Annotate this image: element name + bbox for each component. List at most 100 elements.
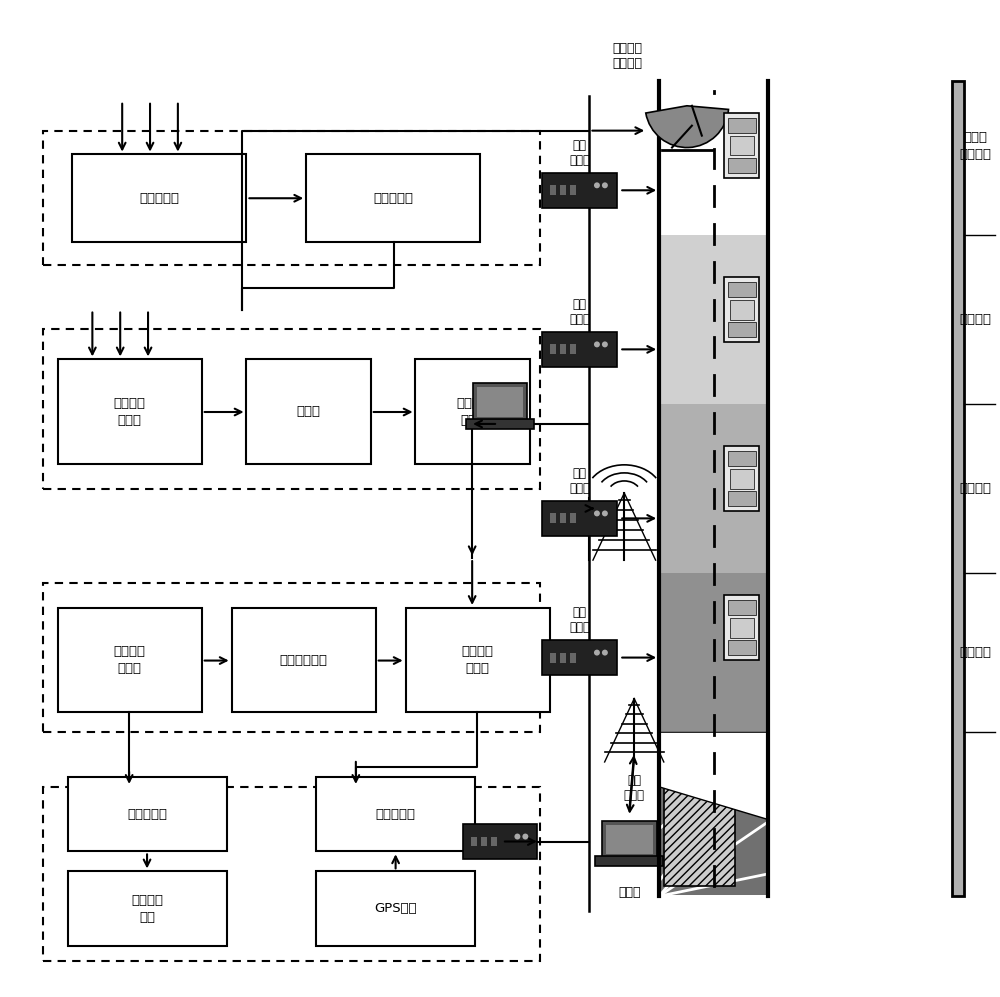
Bar	[43, 787, 540, 961]
Bar	[659, 732, 768, 896]
Text: 中央
控制器: 中央 控制器	[624, 774, 645, 802]
Wedge shape	[646, 106, 729, 148]
Bar	[550, 344, 556, 354]
Text: 交通流量
监测雷达: 交通流量 监测雷达	[612, 42, 642, 70]
Bar	[316, 871, 475, 946]
Bar	[560, 513, 566, 523]
Bar	[606, 825, 653, 854]
Bar	[477, 387, 523, 417]
Text: 第一信号
接收器: 第一信号 接收器	[114, 397, 146, 427]
Bar	[724, 277, 759, 342]
Bar	[952, 81, 964, 896]
Text: 车载接收器: 车载接收器	[127, 808, 167, 821]
Bar	[595, 856, 663, 866]
Circle shape	[602, 510, 608, 516]
Bar	[570, 653, 576, 663]
Bar	[550, 653, 556, 663]
Circle shape	[602, 650, 608, 656]
Text: 控制台: 控制台	[618, 886, 640, 899]
Text: GPS模块: GPS模块	[374, 902, 417, 915]
Bar	[728, 600, 756, 615]
Bar	[730, 300, 754, 320]
Bar	[728, 282, 756, 297]
Circle shape	[594, 510, 600, 516]
Bar	[306, 155, 480, 242]
Bar	[730, 136, 754, 156]
Circle shape	[602, 341, 608, 347]
Text: 车流量
信息采集: 车流量 信息采集	[959, 131, 991, 161]
Text: 一级预警: 一级预警	[959, 313, 991, 326]
Bar	[58, 608, 202, 712]
Bar	[466, 419, 534, 429]
Bar	[316, 777, 475, 851]
Circle shape	[602, 182, 608, 188]
Bar	[724, 595, 759, 660]
Bar	[43, 131, 540, 265]
Text: 第一信号
发射器: 第一信号 发射器	[457, 397, 489, 427]
Text: 三级预警: 三级预警	[959, 646, 991, 659]
Bar	[542, 500, 617, 535]
Bar	[43, 329, 540, 489]
Text: 第二信号
发射器: 第二信号 发射器	[114, 645, 146, 675]
Text: 语音预警
模块: 语音预警 模块	[131, 893, 163, 923]
Bar	[68, 871, 227, 946]
Bar	[560, 653, 566, 663]
Bar	[72, 155, 246, 242]
Bar	[659, 235, 768, 404]
Bar	[406, 608, 550, 712]
Text: 车载
控制器: 车载 控制器	[569, 297, 590, 326]
Bar	[471, 836, 477, 846]
Bar	[730, 618, 754, 638]
Text: 车载
控制器: 车载 控制器	[569, 139, 590, 166]
Bar	[728, 322, 756, 337]
Bar	[659, 404, 768, 573]
Bar	[491, 836, 497, 846]
Text: 二级预警: 二级预警	[959, 483, 991, 496]
Bar	[68, 777, 227, 851]
Text: 流量发射器: 流量发射器	[373, 191, 413, 204]
Circle shape	[594, 182, 600, 188]
Bar	[550, 185, 556, 195]
Bar	[728, 452, 756, 467]
Text: 显示器: 显示器	[297, 405, 321, 418]
Bar	[560, 344, 566, 354]
Bar	[542, 332, 617, 367]
Text: 第二信号
接收器: 第二信号 接收器	[462, 645, 494, 675]
Bar	[232, 608, 376, 712]
Bar	[246, 359, 371, 464]
Bar	[664, 788, 735, 886]
Bar	[728, 158, 756, 172]
Text: 中央
控制器: 中央 控制器	[569, 606, 590, 634]
Bar	[570, 344, 576, 354]
Text: 车载发射器: 车载发射器	[376, 808, 416, 821]
Circle shape	[522, 833, 528, 839]
Bar	[728, 119, 756, 134]
Bar	[463, 825, 537, 858]
Bar	[724, 447, 759, 510]
Bar	[570, 185, 576, 195]
Bar	[560, 185, 566, 195]
Bar	[58, 359, 202, 464]
Circle shape	[594, 341, 600, 347]
Bar	[728, 492, 756, 505]
Bar	[415, 359, 530, 464]
Bar	[473, 383, 527, 421]
Bar	[602, 821, 657, 858]
Bar	[542, 640, 617, 675]
Bar	[542, 172, 617, 207]
Circle shape	[594, 650, 600, 656]
Bar	[550, 513, 556, 523]
Polygon shape	[659, 732, 768, 820]
Text: 信息处理模块: 信息处理模块	[280, 654, 328, 667]
Bar	[730, 469, 754, 489]
Text: 流量采集器: 流量采集器	[139, 191, 179, 204]
Bar	[728, 640, 756, 655]
Bar	[570, 513, 576, 523]
Text: 车载
控制器: 车载 控制器	[569, 467, 590, 495]
Bar	[43, 583, 540, 732]
Bar	[724, 114, 759, 177]
Bar	[659, 573, 768, 732]
Bar	[659, 81, 768, 896]
Circle shape	[514, 833, 520, 839]
Bar	[481, 836, 487, 846]
